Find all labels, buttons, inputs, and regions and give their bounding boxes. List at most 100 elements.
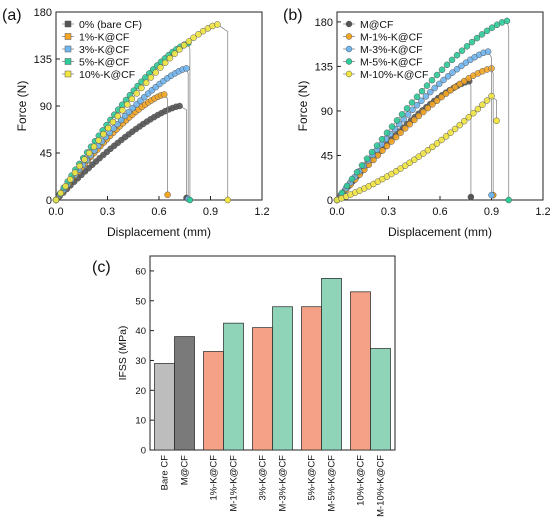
legend-label: M-3%-K@CF	[360, 44, 423, 56]
data-point	[424, 146, 432, 154]
data-point	[451, 83, 459, 91]
y-tick-label: 135	[34, 54, 52, 66]
data-point	[442, 133, 450, 140]
data-point	[415, 153, 423, 160]
data-point	[453, 51, 461, 59]
data-point	[413, 93, 421, 101]
y-tick-label: 180	[315, 17, 333, 29]
data-point	[404, 111, 412, 118]
x-tick-label: 1.2	[535, 206, 550, 218]
y-tick-label: 10	[135, 416, 146, 427]
data-point	[401, 162, 409, 169]
x-tick-label: 1.2	[254, 206, 269, 218]
data-point	[199, 27, 207, 35]
series-line	[336, 80, 472, 201]
data-point	[160, 91, 168, 98]
series-line	[336, 67, 494, 201]
data-point	[479, 101, 486, 109]
data-point	[463, 43, 471, 50]
data-point	[418, 87, 426, 95]
data-point	[453, 65, 461, 73]
data-point	[368, 148, 376, 156]
data-point	[379, 147, 386, 154]
data-point	[152, 69, 159, 76]
x-tick-label: M@CF	[180, 455, 191, 485]
bar	[350, 291, 371, 451]
data-point	[438, 136, 445, 144]
y-tick-label: 180	[34, 7, 52, 19]
legend-marker	[64, 58, 72, 65]
data-point	[186, 196, 194, 204]
data-point	[147, 74, 155, 81]
data-point	[90, 143, 98, 150]
data-point	[449, 69, 456, 76]
data-point	[420, 150, 427, 157]
x-tick-label: 0.0	[329, 206, 344, 218]
y-axis-label: Force (N)	[296, 81, 310, 132]
panel-c-bar-chart: 0 10 20 30 40 50 60 IFSS (MPa) (c) Bare CF M@CF 1%-…	[92, 255, 396, 517]
legend-marker	[345, 33, 353, 40]
data-point	[224, 196, 231, 204]
panel-label: (c)	[92, 259, 111, 276]
legend-label: M@CF	[360, 19, 393, 31]
data-point	[443, 61, 451, 69]
data-point	[415, 112, 423, 120]
data-point	[409, 106, 416, 114]
panel-b-line-chart: 0.0 0.3 0.6 0.9 1.2 0 45 90 135 180 Displacement (…	[283, 7, 550, 239]
x-tick-label: M-5%-K@CF	[327, 455, 338, 512]
y-axis-label: Force (N)	[15, 81, 29, 132]
x-tick-label: 3%-K@CF	[258, 455, 269, 501]
data-point	[398, 111, 406, 118]
x-tick-label: 0.3	[381, 206, 396, 218]
data-point	[420, 108, 427, 116]
x-tick-label: 0.9	[203, 206, 218, 218]
legend-label: 5%-K@CF	[79, 57, 129, 69]
bar	[321, 278, 342, 451]
data-point	[383, 142, 391, 150]
legend-marker	[64, 20, 72, 28]
data-point	[503, 17, 511, 25]
data-point	[358, 162, 366, 169]
data-point	[157, 64, 164, 71]
y-tick-label: 30	[135, 356, 146, 367]
panel-label: (b)	[283, 7, 303, 24]
x-tick-label: 1%-K@CF	[209, 455, 220, 501]
data-point	[505, 196, 512, 204]
data-point	[418, 97, 425, 105]
data-point	[488, 92, 495, 100]
data-point	[76, 162, 83, 170]
data-point	[138, 84, 145, 92]
data-point	[62, 182, 69, 190]
bar	[370, 348, 391, 451]
y-tick-label: 50	[135, 296, 146, 307]
data-point	[440, 76, 447, 84]
data-point	[392, 133, 400, 141]
data-point	[406, 120, 413, 128]
data-point	[435, 80, 443, 88]
data-point	[66, 176, 74, 183]
data-point	[429, 101, 436, 108]
legend-marker	[345, 45, 353, 53]
data-point	[180, 42, 188, 49]
data-point	[424, 104, 432, 112]
legend-label: 10%-K@CF	[79, 69, 135, 81]
data-point	[343, 182, 351, 190]
data-point	[373, 142, 381, 149]
data-point	[109, 118, 117, 126]
data-point	[114, 112, 121, 120]
data-point	[427, 88, 434, 96]
data-point	[171, 50, 178, 57]
y-tick-label: 0	[327, 195, 333, 207]
data-point	[447, 129, 454, 136]
y-axis-label: IFSS (MPa)	[117, 326, 129, 381]
data-point	[95, 137, 102, 144]
data-point	[119, 107, 126, 114]
data-point	[378, 135, 386, 143]
legend-label: 1%-K@CF	[79, 32, 129, 44]
data-point	[423, 82, 431, 89]
data-point	[393, 117, 401, 124]
y-tick-label: 60	[135, 266, 146, 277]
data-point	[467, 193, 475, 201]
data-point	[411, 116, 418, 124]
